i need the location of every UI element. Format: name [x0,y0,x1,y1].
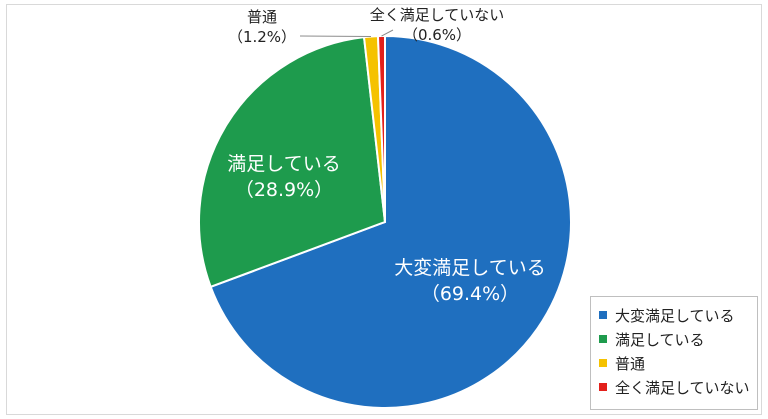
pie-slice [209,34,572,409]
legend-label: 大変満足している [615,306,735,325]
legend-swatch [599,311,607,319]
legend-item: 全く満足していない [599,375,757,399]
data-label: （69.4%） [421,283,519,305]
data-label: （28.9%） [235,179,333,201]
data-label: 満足している [227,153,340,175]
legend: 大変満足している 満足している 普通 全く満足していない [590,296,758,410]
data-label: （0.6%） [403,26,471,44]
legend-item: 普通 [599,351,757,375]
legend-item: 大変満足している [599,303,757,327]
data-label: （1.2%） [228,28,296,46]
data-label: 普通 [247,8,277,26]
legend-swatch [599,383,607,391]
legend-item: 満足している [599,327,757,351]
data-label: 大変満足している [394,257,545,279]
legend-swatch [599,335,607,343]
legend-label: 全く満足していない [615,378,750,397]
leader-line [299,35,372,38]
legend-label: 満足している [615,330,705,349]
data-label: 全く満足していない [370,6,505,24]
pie-slice [198,36,387,289]
leader-line [381,29,394,37]
legend-swatch [599,359,607,367]
legend-label: 普通 [615,354,646,373]
